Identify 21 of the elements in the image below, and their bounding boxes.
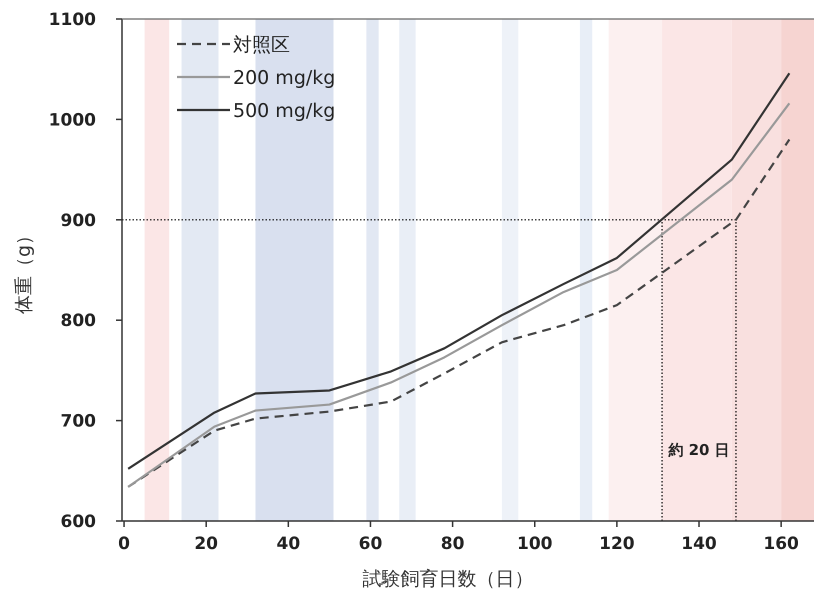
y-tick-label: 800 — [60, 311, 96, 332]
x-tick-label: 0 — [118, 534, 130, 554]
y-tick-label: 1100 — [48, 10, 96, 30]
y-tick-label: 1000 — [48, 110, 96, 130]
x-tick-label: 120 — [599, 534, 635, 554]
x-tick-label: 100 — [516, 534, 553, 554]
x-tick-label: 140 — [681, 534, 717, 554]
x-tick-label: 20 — [194, 534, 218, 554]
x-tick-label: 160 — [763, 534, 800, 554]
y-tick-label: 900 — [60, 210, 96, 231]
legend-label: 200 mg/kg — [233, 67, 336, 89]
y-tick-label: 700 — [60, 412, 96, 432]
legend-label: 500 mg/kg — [233, 100, 336, 122]
x-tick-label: 60 — [358, 534, 382, 554]
y-axis-title: 体重（g） — [13, 226, 35, 314]
x-tick-label: 40 — [276, 534, 300, 554]
x-axis-title: 試験飼育日数（日） — [362, 568, 534, 590]
annotation: 約 20 日 — [667, 441, 730, 459]
legend-label: 対照区 — [233, 34, 290, 56]
y-tick-label: 600 — [60, 512, 96, 532]
x-tick-label: 80 — [440, 534, 465, 554]
